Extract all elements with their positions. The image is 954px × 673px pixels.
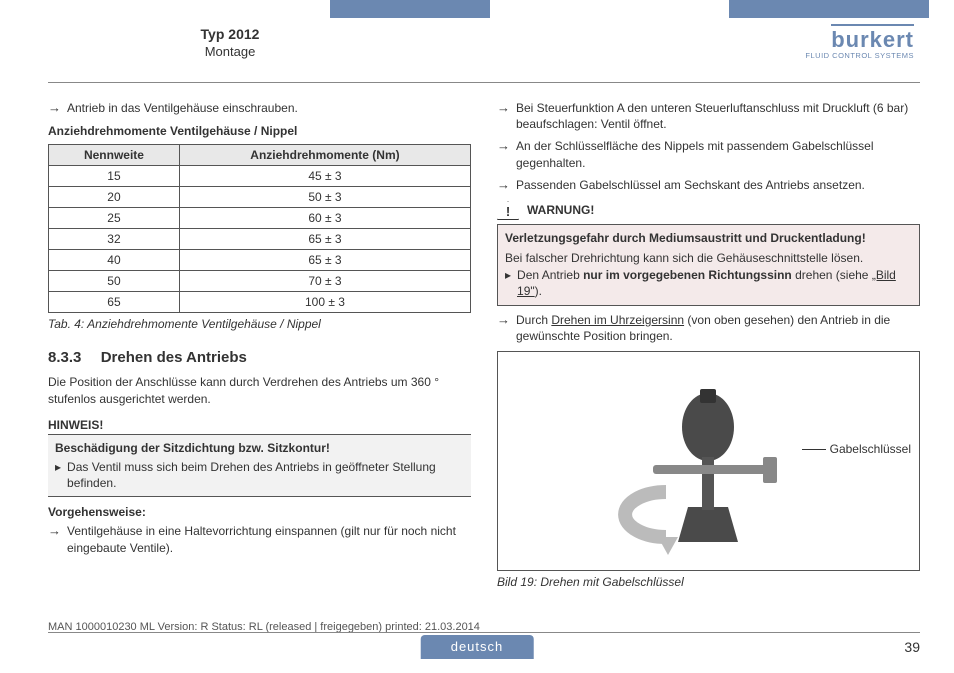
bullet-icon: ▸ [55,459,61,491]
paragraph: Die Position der Anschlüsse kann durch V… [48,374,471,408]
step-text: Bei Steuerfunktion A den unteren Steuerl… [516,100,920,132]
table-caption: Tab. 4: Anziehdrehmomente Ventilgehäuse … [48,317,471,331]
section-heading: 8.3.3 Drehen des Antriebs [48,349,471,366]
right-column: → Bei Steuerfunktion A den unteren Steue… [497,100,920,611]
top-color-bars [0,0,954,18]
table-header-row: Nennweite Anziehdrehmomente (Nm) [49,145,471,166]
arrow-icon: → [48,100,61,116]
step-text: An der Schlüsselfläche des Nippels mit p… [516,138,920,170]
figure-callout: Gabelschlüssel [802,442,911,456]
figure-box: Gabelschlüssel [497,351,920,571]
th-nennweite: Nennweite [49,145,180,166]
page-number: 39 [904,639,920,655]
th-torque: Anziehdrehmomente (Nm) [179,145,470,166]
brand-name: burkert [831,27,914,52]
arrow-icon: → [48,523,61,555]
arrow-icon: → [497,138,510,170]
brand-logo: burkert FLUID CONTROL SYSTEMS [805,24,914,60]
torque-table: Nennweite Anziehdrehmomente (Nm) 1545 ± … [48,144,471,313]
table-row: 1545 ± 3 [49,166,471,187]
arrow-icon: → [497,100,510,132]
warning-header: WARNUNG! [497,201,920,220]
notice-label: HINWEIS! [48,418,471,435]
doc-section: Montage [0,44,460,59]
notice-box: Beschädigung der Sitzdichtung bzw. Sitzk… [48,435,471,498]
notice-body: Das Ventil muss sich beim Drehen des Ant… [67,459,464,491]
brand-tagline: FLUID CONTROL SYSTEMS [805,51,914,60]
header-rule [48,82,920,83]
step-text: Durch Drehen im Uhrzeigersinn (von oben … [516,312,920,344]
procedure-label: Vorgehensweise: [48,505,471,519]
step-text: Antrieb in das Ventilgehäuse einschraube… [67,100,471,116]
step-text: Passenden Gabelschlüssel am Sechskant de… [516,177,920,193]
table-title: Anziehdrehmomente Ventilgehäuse / Nippel [48,124,471,138]
warning-line: Den Antrieb nur im vorgegebenen Richtung… [517,267,912,301]
notice-title: Beschädigung der Sitzdichtung bzw. Sitzk… [55,440,464,456]
section-title: Drehen des Antriebs [101,349,247,366]
page-header: Typ 2012 Montage burkert FLUID CONTROL S… [0,24,954,74]
figure-caption: Bild 19: Drehen mit Gabelschlüssel [497,575,920,589]
warning-icon [497,201,519,220]
table-row: 4065 ± 3 [49,250,471,271]
doc-type: Typ 2012 [0,26,460,42]
warning-label: WARNUNG! [527,203,594,217]
bullet-icon: ▸ [505,267,511,301]
arrow-icon: → [497,177,510,193]
language-tab: deutsch [421,635,534,659]
valve-illustration [618,377,798,557]
section-number: 8.3.3 [48,349,81,366]
warning-line: Bei falscher Drehrichtung kann sich die … [505,250,912,267]
footer-rule [48,632,920,633]
arrow-icon: → [497,312,510,344]
table-row: 2560 ± 3 [49,208,471,229]
table-row: 5070 ± 3 [49,271,471,292]
step-text: Ventilgehäuse in eine Haltevorrichtung e… [67,523,471,555]
table-row: 3265 ± 3 [49,229,471,250]
warning-title: Verletzungsgefahr durch Mediumsaustritt … [505,230,912,247]
warning-box: Verletzungsgefahr durch Mediumsaustritt … [497,224,920,306]
left-column: → Antrieb in das Ventilgehäuse einschrau… [48,100,471,611]
table-row: 65100 ± 3 [49,292,471,313]
table-row: 2050 ± 3 [49,187,471,208]
